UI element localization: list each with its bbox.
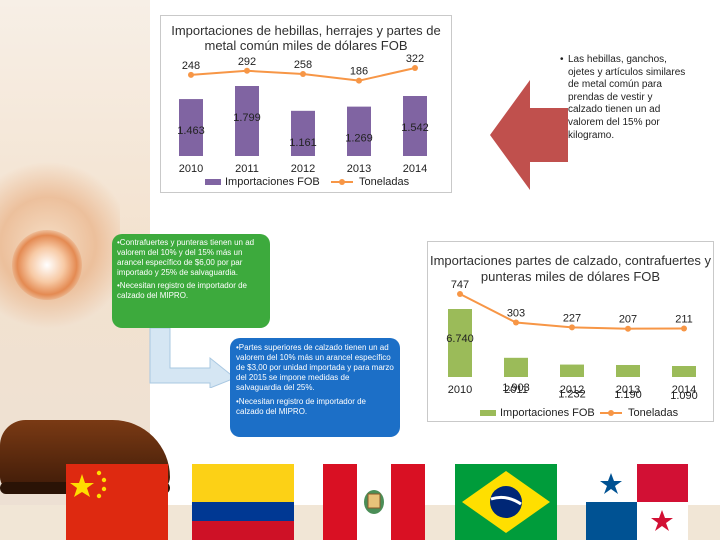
bar-data-label: 1.542 — [401, 122, 429, 134]
chart-bar — [672, 366, 696, 377]
chart-bar — [235, 86, 259, 156]
chart-hebillas: Importaciones de hebillas, herrajes y pa… — [160, 15, 452, 193]
bar-data-label: 1.269 — [345, 133, 373, 145]
colombia-flag — [192, 464, 294, 540]
line-data-label: 747 — [451, 279, 469, 291]
x-tick-label: 2011 — [235, 163, 259, 175]
chart-bar — [291, 110, 315, 156]
legend-marker — [608, 410, 614, 416]
x-tick-label: 2013 — [347, 163, 371, 175]
chart-title: Importaciones partes de calzado, contraf… — [429, 253, 712, 284]
bar-data-label: 1.232 — [558, 389, 586, 401]
x-tick-label: 2013 — [616, 384, 640, 396]
chart-bar — [560, 364, 584, 377]
line-point — [300, 70, 306, 77]
legend-swatch-fob — [205, 179, 221, 185]
decorative-flower — [12, 230, 82, 300]
info-text: •Necesitan registro de importador de cal… — [117, 281, 247, 300]
chart-bar — [403, 96, 427, 156]
line-point — [356, 77, 362, 84]
x-tick-label: 2011 — [504, 384, 528, 396]
bar-data-label: 1.903 — [502, 382, 530, 394]
chart-bar — [616, 364, 640, 377]
chart-bar — [448, 309, 472, 377]
legend-marker — [339, 179, 345, 185]
line-data-label: 211 — [675, 313, 693, 325]
line-data-label: 258 — [294, 59, 312, 71]
chart-hebillas-plot: 1.463 2010 1.799 2011 1.161 2012 1.269 2013 1.54… — [177, 53, 429, 188]
line-data-label: 186 — [350, 66, 368, 78]
china-flag — [66, 464, 168, 540]
bar-data-label: 1.799 — [233, 112, 261, 124]
chart-bar — [504, 357, 528, 377]
line-data-label: 248 — [182, 60, 200, 72]
line-point — [412, 65, 418, 71]
line-data-label: 322 — [406, 53, 424, 65]
info-text: •Contrafuertes y punteras tienen un ad v… — [117, 238, 255, 277]
info-box-contrafuertes: •Contrafuertes y punteras tienen un ad v… — [112, 234, 270, 328]
line-data-label: 227 — [563, 312, 581, 324]
bar-data-label: 1.190 — [614, 389, 642, 401]
line-point — [188, 71, 194, 78]
info-text: •Necesitan registro de importador de cal… — [236, 397, 366, 416]
line-data-label: 207 — [619, 314, 637, 326]
bar-data-label: 6.740 — [446, 333, 474, 345]
line-data-label: 292 — [238, 56, 256, 68]
x-tick-label: 2014 — [672, 384, 696, 396]
chart-title: Importaciones de hebillas, herrajes y pa… — [171, 23, 441, 53]
info-text: •Partes superiores de calzado tienen un … — [236, 343, 394, 392]
legend-swatch-fob — [480, 410, 496, 416]
line-point — [569, 324, 575, 331]
bullet-icon: • — [560, 54, 564, 65]
note-hebillas: • Las hebillas, ganchos, ojetes y artícu… — [560, 54, 686, 141]
x-tick-label: 2012 — [560, 384, 584, 396]
chart-bar — [347, 106, 371, 156]
legend-label: Importaciones FOB — [225, 176, 320, 188]
brazil-flag — [455, 464, 557, 540]
legend-label: Toneladas — [359, 176, 410, 188]
line-point — [244, 67, 250, 74]
x-tick-label: 2010 — [448, 384, 472, 396]
chart-bar — [179, 99, 203, 156]
connector-arrow-icon — [149, 328, 235, 388]
arrow-left-icon — [490, 80, 568, 190]
bar-data-label: 1.090 — [670, 390, 698, 402]
panama-flag — [586, 464, 688, 540]
legend-label: Importaciones FOB — [500, 407, 595, 419]
line-data-label: 303 — [507, 308, 525, 320]
line-point — [625, 325, 631, 332]
info-box-partes-superiores: •Partes superiores de calzado tienen un … — [230, 338, 400, 437]
bar-data-label: 1.463 — [177, 125, 205, 137]
line-point — [513, 319, 519, 326]
bar-data-label: 1.161 — [289, 137, 317, 149]
peru-flag — [323, 464, 425, 540]
x-tick-label: 2014 — [403, 163, 427, 175]
legend-label: Toneladas — [628, 407, 679, 419]
x-tick-label: 2010 — [179, 163, 203, 175]
line-point — [457, 291, 463, 297]
line-point — [681, 325, 687, 332]
chart-calzado: Importaciones partes de calzado, contraf… — [427, 241, 714, 422]
x-tick-label: 2012 — [291, 163, 315, 175]
